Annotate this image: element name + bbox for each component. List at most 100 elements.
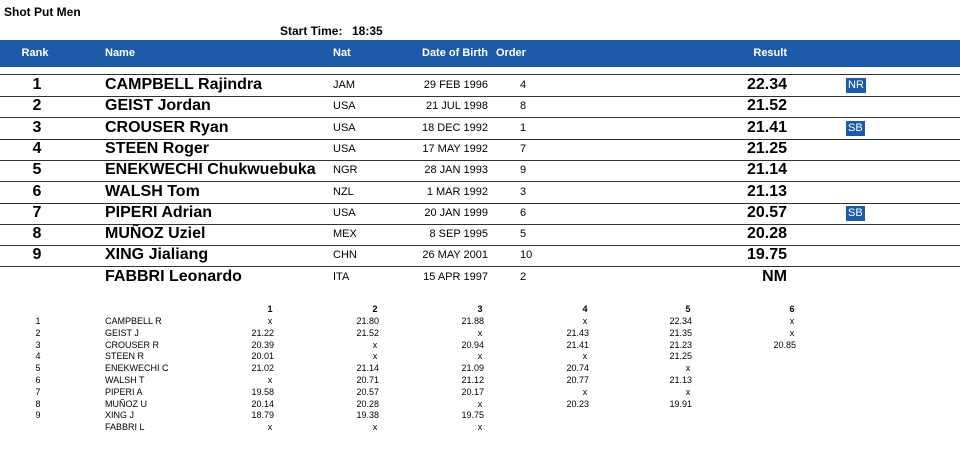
attempt: x — [582, 386, 588, 397]
column-header: Name — [105, 47, 135, 59]
order: 9 — [520, 164, 527, 177]
attempt: x — [477, 398, 483, 409]
series-name: XING J — [105, 410, 135, 421]
rank: 6 — [32, 182, 42, 200]
result: NM — [762, 267, 787, 285]
attempt: 21.88 — [461, 316, 484, 326]
result: 19.75 — [746, 246, 787, 264]
result: 21.25 — [746, 139, 787, 157]
attempt: x — [477, 327, 483, 338]
date-of-birth: 28 JAN 1993 — [424, 164, 488, 177]
attempt: 20.77 — [566, 375, 589, 385]
attempt: 21.80 — [356, 316, 379, 326]
attempt: x — [372, 422, 378, 433]
series-rank: 4 — [35, 351, 41, 362]
attempt: x — [267, 422, 273, 433]
title: Shot Put Men — [4, 5, 81, 19]
attempt: 21.43 — [566, 327, 589, 338]
athlete-name: FABBRI Leonardo — [105, 267, 242, 285]
nationality: USA — [333, 121, 356, 134]
attempt: 19.75 — [461, 410, 484, 421]
attempt: 22.34 — [669, 316, 692, 326]
date-of-birth: 17 MAY 1992 — [422, 142, 488, 155]
result: 20.57 — [746, 203, 787, 221]
record-badge: NR — [846, 78, 866, 93]
series-name: CROUSER R — [105, 339, 160, 350]
row-line — [0, 117, 960, 119]
rank: 2 — [32, 97, 42, 115]
attempt: x — [372, 351, 378, 362]
athlete-name: ENEKWECHI Chukwuebuka — [105, 161, 316, 179]
attempt-header: 5 — [685, 304, 691, 314]
row-line — [0, 138, 960, 140]
athlete-name: XING Jialiang — [105, 246, 209, 264]
date-of-birth: 20 JAN 1999 — [424, 206, 488, 219]
attempt: 20.23 — [566, 398, 589, 409]
attempt: 20.28 — [356, 398, 379, 409]
series-name: STEEN R — [105, 351, 145, 362]
attempt: x — [267, 375, 273, 385]
row-line — [0, 181, 960, 183]
attempt: 21.25 — [669, 351, 692, 362]
start-time-label: Start Time: — [280, 24, 343, 38]
date-of-birth: 1 MAR 1992 — [426, 185, 488, 198]
row-line — [0, 223, 960, 225]
row-line — [0, 74, 960, 75]
athlete-name: WALSH Tom — [105, 182, 200, 200]
attempt-header: 1 — [267, 304, 273, 314]
series-rank: 9 — [35, 410, 41, 421]
athlete-name: STEEN Roger — [105, 139, 210, 157]
column-header: Nat — [333, 47, 351, 59]
nationality: JAM — [333, 79, 355, 91]
date-of-birth: 29 FEB 1996 — [423, 79, 488, 91]
attempt: 18.79 — [251, 410, 274, 421]
attempt: x — [685, 363, 691, 374]
attempt: 19.91 — [669, 398, 692, 409]
rank: 7 — [32, 203, 42, 221]
order: 3 — [520, 185, 527, 198]
attempt: 19.58 — [251, 386, 274, 397]
attempt: x — [582, 351, 588, 362]
date-of-birth: 15 APR 1997 — [423, 270, 488, 283]
nationality: USA — [333, 142, 356, 155]
series-name: MUÑOZ U — [105, 398, 147, 409]
nationality: USA — [333, 100, 356, 113]
date-of-birth: 8 SEP 1995 — [429, 228, 488, 241]
attempt: 20.94 — [461, 339, 484, 350]
series-name: ENEKWECHI C — [105, 363, 169, 374]
order: 2 — [520, 270, 527, 283]
attempt: 20.71 — [356, 375, 379, 385]
attempt: 21.52 — [356, 327, 379, 338]
athlete-name: GEIST Jordan — [105, 97, 211, 115]
attempt-header: 6 — [789, 304, 795, 314]
attempt: 21.23 — [669, 339, 692, 350]
attempt: x — [372, 339, 378, 350]
result: 22.34 — [746, 76, 787, 93]
series-name: WALSH T — [105, 375, 145, 385]
athlete-name: MUÑOZ Uziel — [105, 225, 206, 243]
attempt: 20.01 — [251, 351, 274, 362]
record-badge: SB — [846, 205, 865, 221]
attempt: x — [789, 327, 795, 338]
series-name: CAMPBELL R — [105, 316, 162, 326]
date-of-birth: 21 JUL 1998 — [426, 100, 488, 113]
attempt: 21.41 — [566, 339, 589, 350]
attempt: 21.02 — [251, 363, 274, 374]
row-line — [0, 159, 960, 161]
series-rank: 5 — [35, 363, 41, 374]
order: 7 — [520, 142, 527, 155]
rank: 8 — [32, 225, 42, 243]
row-line — [0, 266, 960, 268]
series-name: PIPERI A — [105, 386, 143, 397]
column-header: Rank — [21, 47, 49, 59]
result: 21.41 — [746, 118, 787, 136]
attempt: x — [477, 422, 483, 433]
series-rank: 6 — [35, 375, 41, 385]
series-rank: 3 — [35, 339, 41, 350]
row-line — [0, 96, 960, 97]
nationality: CHN — [333, 249, 357, 262]
date-of-birth: 18 DEC 1992 — [421, 121, 488, 134]
attempt: 21.12 — [461, 375, 484, 385]
attempt: 20.74 — [566, 363, 589, 374]
